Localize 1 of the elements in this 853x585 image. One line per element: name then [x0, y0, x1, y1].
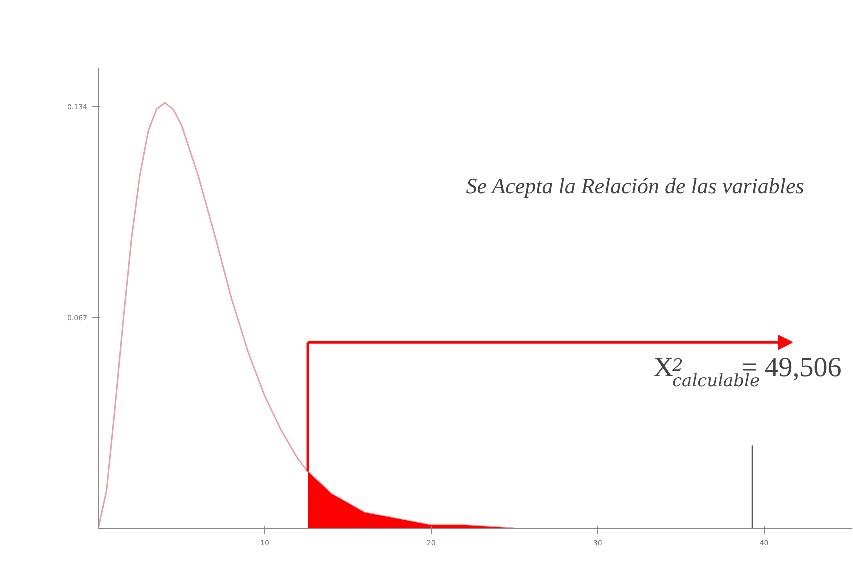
annotation: Se Acepta la Relación de las variables — [466, 174, 804, 198]
